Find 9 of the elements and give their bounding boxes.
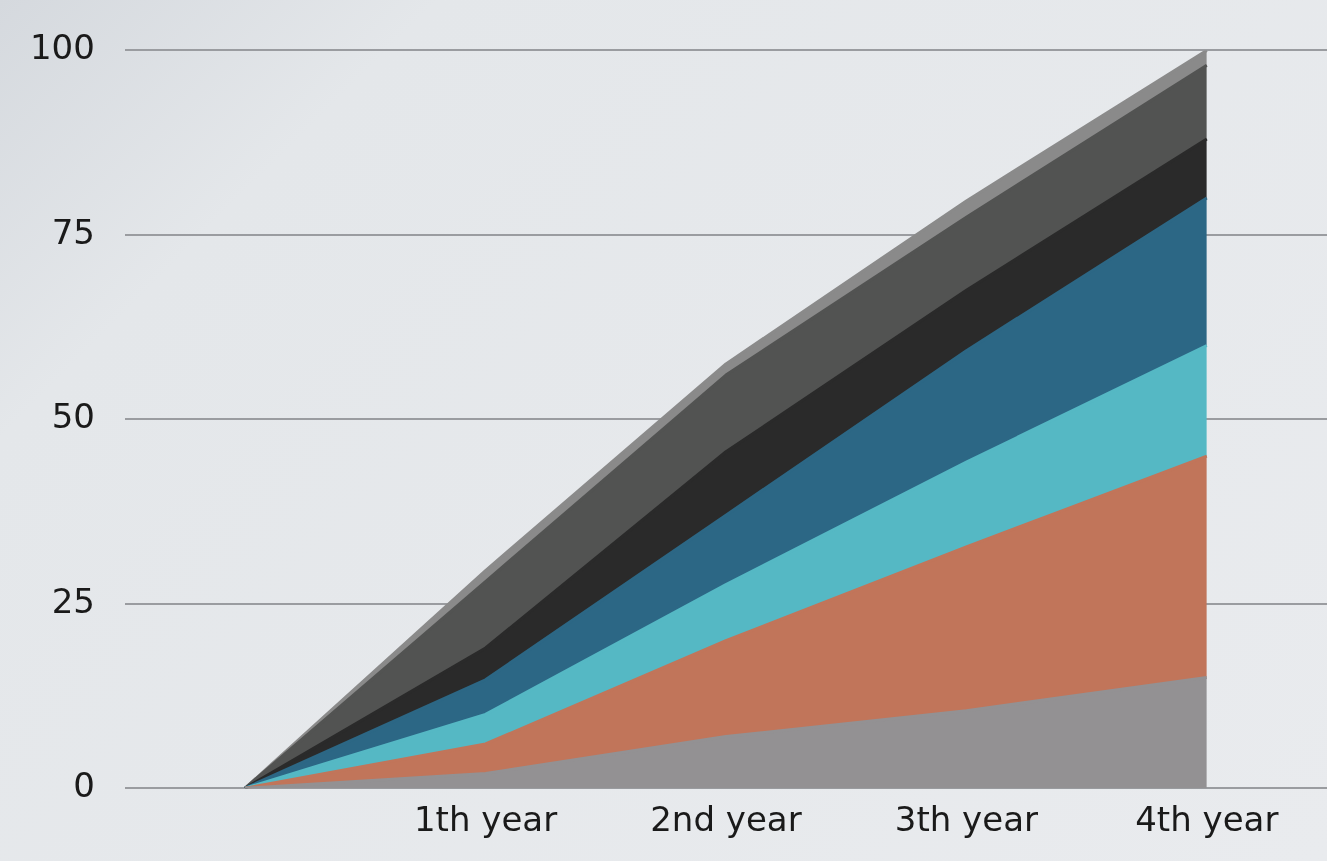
y-tick-label: 100 [29, 27, 95, 68]
x-tick-label: 2nd year [650, 799, 802, 840]
y-tick-label: 25 [51, 580, 95, 621]
x-tick-label: 3th year [894, 799, 1038, 840]
x-tick-label: 1th year [413, 799, 558, 840]
y-tick-label: 50 [51, 396, 95, 437]
x-tick-label: 4th year [1135, 799, 1279, 840]
y-tick-label: 0 [73, 765, 95, 806]
y-tick-label: 75 [51, 211, 95, 252]
